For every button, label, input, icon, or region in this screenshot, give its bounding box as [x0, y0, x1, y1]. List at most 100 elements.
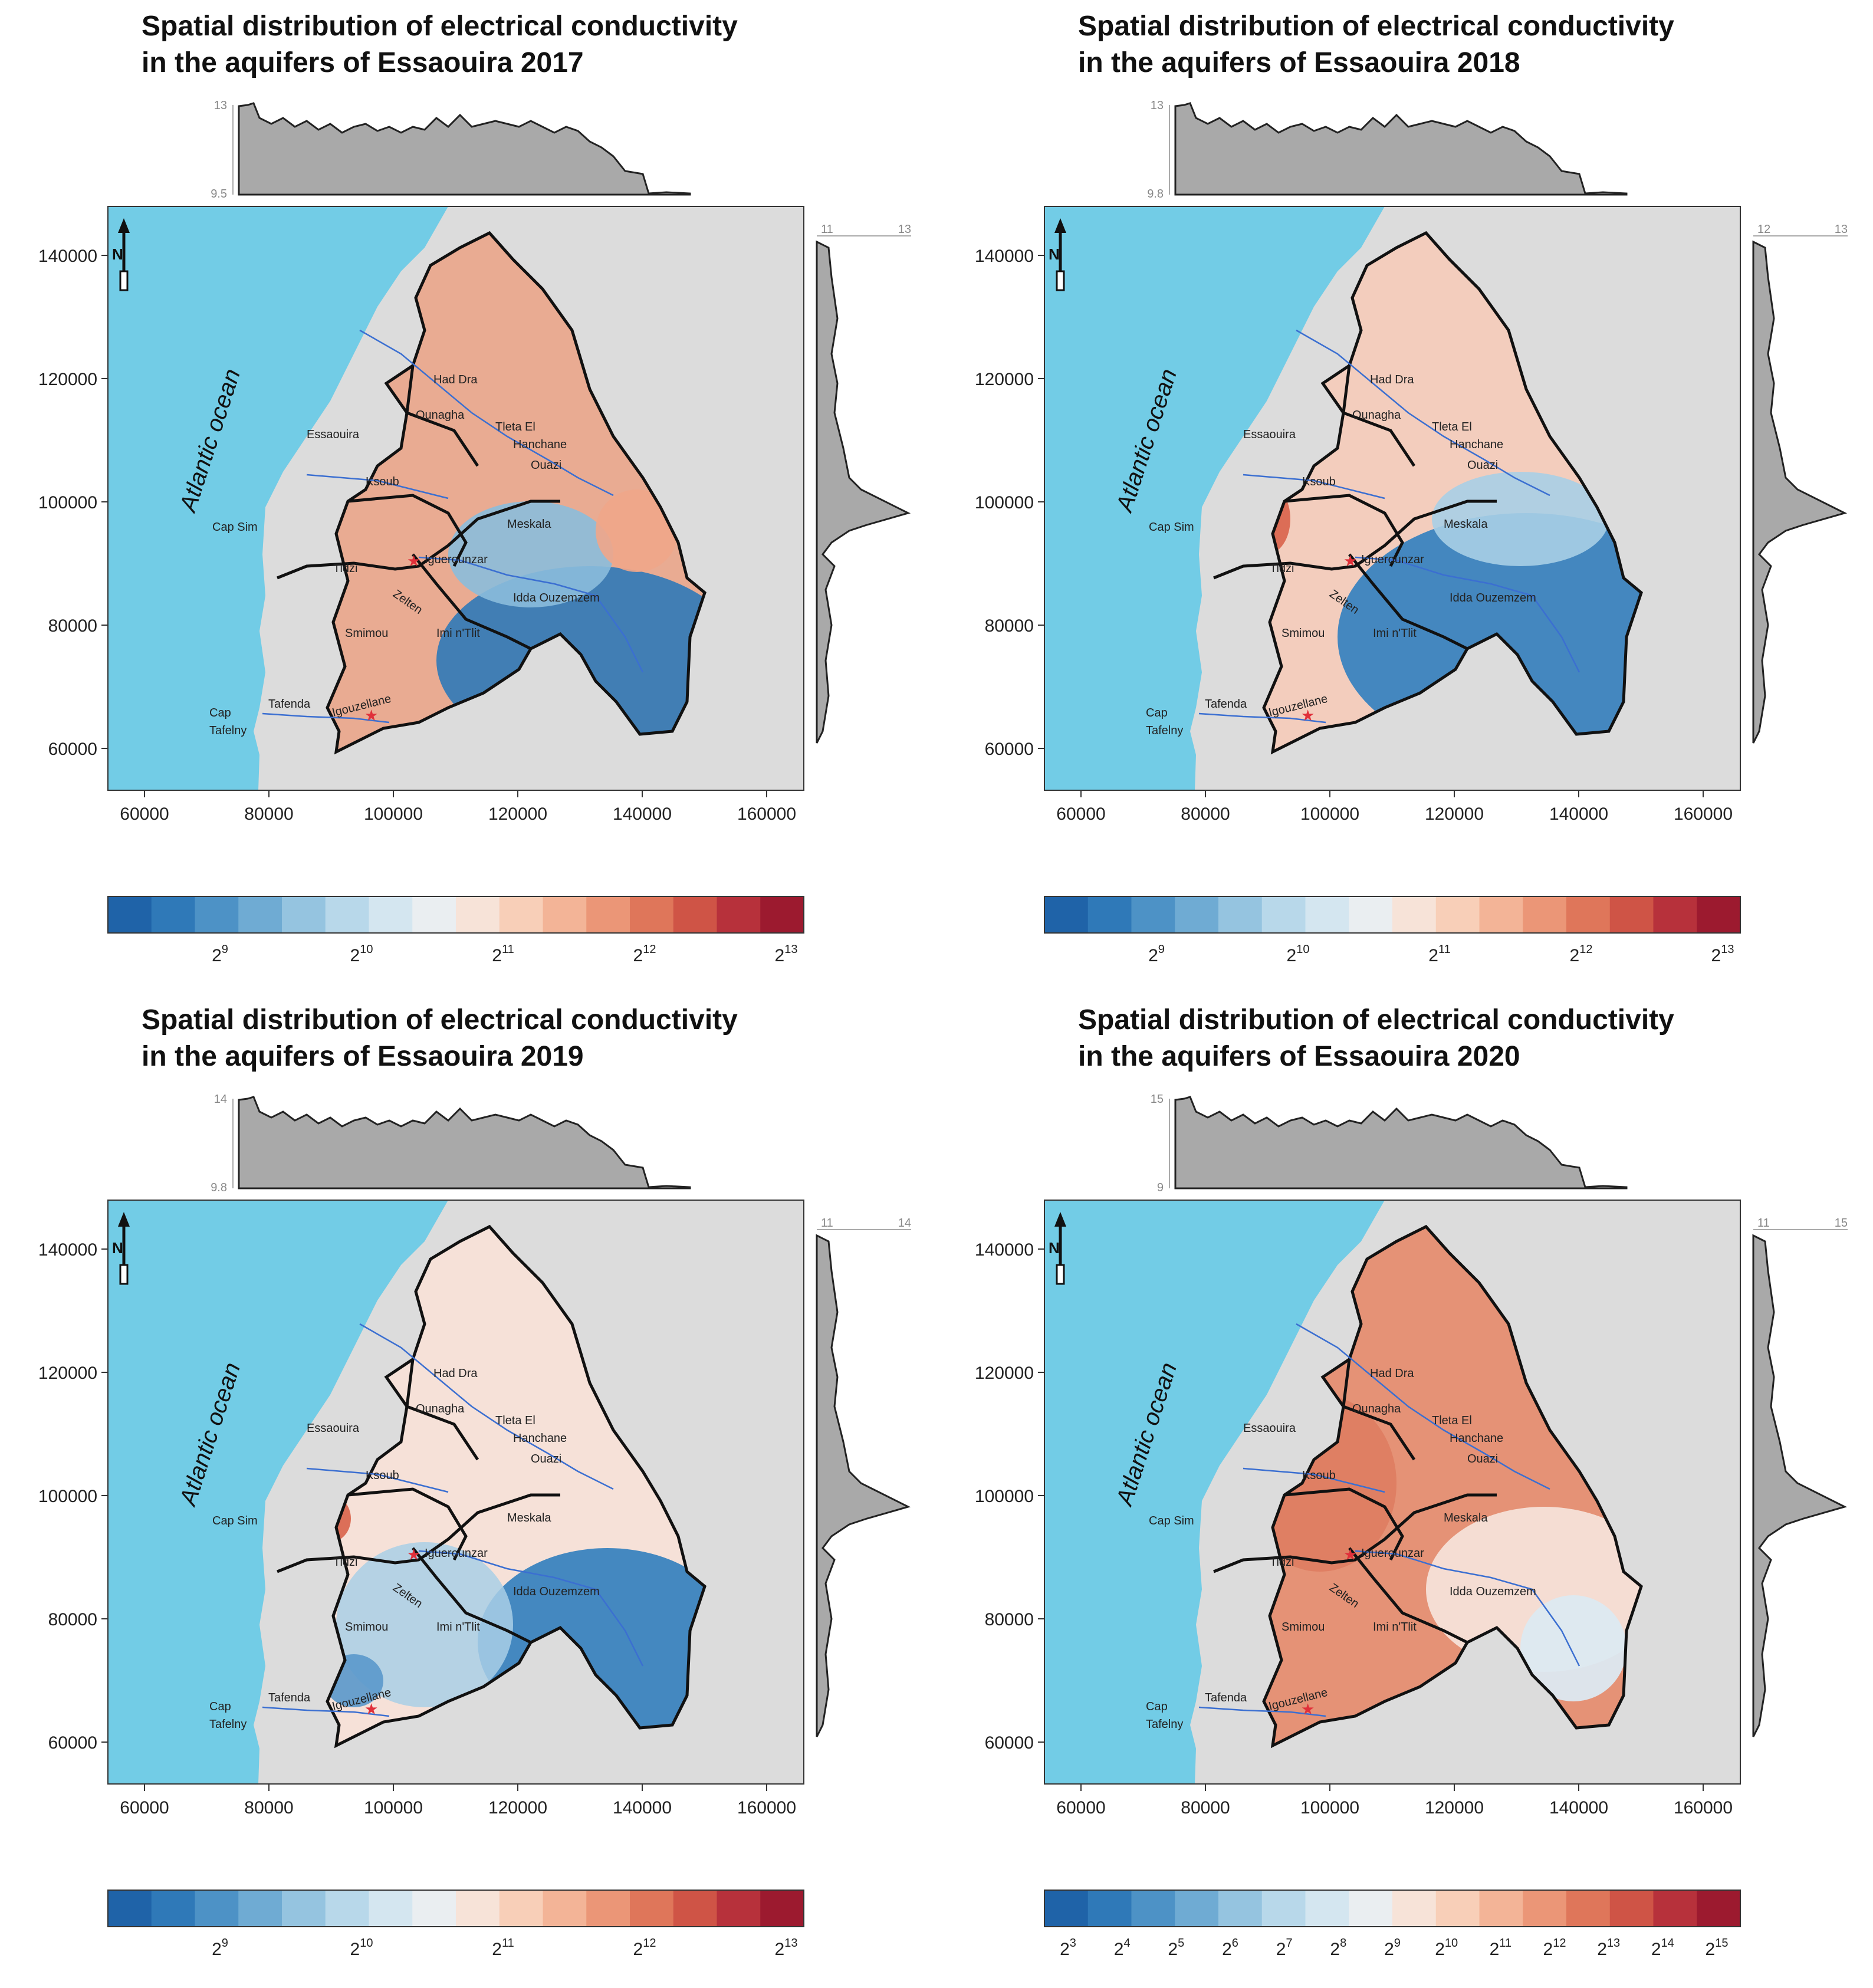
north-arrow-icon: N [1049, 1212, 1066, 1285]
place-label-had-dra: Had Dra [1370, 373, 1414, 386]
place-label-cap-sim: Cap Sim [1149, 521, 1194, 534]
place-label-had-dra: Had Dra [433, 1367, 478, 1380]
colorbar-tick-label: 23 [1060, 1937, 1076, 1959]
subbasin-boundary [1284, 494, 1404, 567]
x-tick-label: 160000 [1674, 804, 1733, 824]
place-label-cap1: Cap [209, 707, 231, 719]
low-ec-zone [1432, 472, 1609, 566]
panel-title: Spatial distribution of electrical condu… [1078, 1002, 1786, 1075]
x-tick-label: 80000 [244, 804, 293, 824]
svg-text:N: N [1049, 1239, 1060, 1257]
place-label-ounagha: Ounagha [1352, 1402, 1401, 1415]
colorbar-swatch [1218, 896, 1263, 933]
x-tick-label: 100000 [1300, 804, 1359, 824]
river [1243, 1467, 1385, 1493]
place-label-had-dra: Had Dra [433, 373, 478, 386]
colorbar-swatch [412, 1890, 456, 1927]
colorbar-swatch [1044, 1890, 1089, 1927]
subbasin-boundary [277, 500, 560, 580]
map-border [1044, 1200, 1741, 1785]
right-histogram: 11 13 [816, 223, 911, 744]
place-label-cap2: Tafelny [209, 724, 247, 737]
place-label-cap1: Cap [1146, 707, 1168, 719]
subbasin-boundary [277, 1493, 560, 1573]
svg-text:N: N [112, 1239, 123, 1257]
colorbar-tick-label: 28 [1330, 1937, 1346, 1959]
colorbar-swatch [1305, 896, 1350, 933]
colorbar-tick-label: 29 [212, 1937, 228, 1959]
title-line-2: in the aquifers of Essaouira 2020 [1078, 1041, 1520, 1072]
place-label-imi: Imi n'Tlit [1373, 1621, 1417, 1634]
map-panel-2018: Spatial distribution of electrical condu… [936, 0, 1873, 994]
colorbar-swatch [1218, 1890, 1263, 1927]
place-label-tleta2: Hanchane [513, 438, 567, 451]
colorbar-swatch [456, 896, 500, 933]
colorbar-tick-label: 213 [775, 1937, 798, 1959]
colorbar-swatch [108, 896, 152, 933]
colorbar-swatch [543, 896, 587, 933]
x-axis: 60000 80000 100000 120000 140000 160000 [120, 790, 796, 824]
colorbar-swatch [325, 896, 370, 933]
place-label-ounagha: Ounagha [416, 409, 465, 422]
region-outline [1262, 1224, 1643, 1749]
colorbar-tick-label: 210 [350, 1937, 373, 1959]
title-line-1: Spatial distribution of electrical condu… [142, 11, 738, 42]
place-label-had-dra: Had Dra [1370, 1367, 1414, 1380]
right-hist-max-label: 13 [898, 223, 911, 236]
colorbar-border [107, 896, 804, 934]
place-label-idda: Idda Ouzemzem [1450, 592, 1536, 604]
colorbar-swatch [1175, 896, 1219, 933]
colorbar-tick-label: 29 [1148, 943, 1165, 965]
colorbar-swatch [1131, 1890, 1176, 1927]
top-histogram: 139.8 [1147, 99, 1628, 201]
star-marker: ★ [407, 1546, 420, 1563]
x-tick-label: 120000 [1425, 804, 1484, 824]
place-label-ksoub: Ksoub [366, 475, 399, 488]
map-panel-2019: Spatial distribution of electrical condu… [0, 994, 936, 1987]
x-axis: 60000 80000 100000 120000 140000 160000 [1056, 790, 1733, 824]
colorbar: 29 210 211 212 213 [107, 896, 804, 965]
x-tick-label: 140000 [1549, 1798, 1608, 1818]
place-label-ounagha: Ounagha [416, 1402, 465, 1415]
river [359, 1323, 614, 1490]
x-tick-label: 140000 [613, 1798, 672, 1818]
colorbar-swatch [1479, 896, 1524, 933]
top-hist-max-label: 13 [1151, 99, 1164, 112]
colorbar-swatch [195, 1890, 239, 1927]
colorbar-swatch [1349, 1890, 1393, 1927]
place-label-tleta1: Tleta El [1432, 420, 1472, 433]
colorbar-swatch [1305, 1890, 1350, 1927]
colorbar-tick-label: 212 [633, 943, 656, 965]
x-tick-label: 60000 [120, 1798, 169, 1818]
subbasin-boundary [412, 553, 532, 650]
colorbar-swatch [195, 896, 239, 933]
y-tick-label: 60000 [48, 740, 97, 759]
x-tick-label: 120000 [488, 804, 547, 824]
region-outline [1262, 231, 1643, 755]
place-label-ouazi: Ouazi [1467, 1453, 1498, 1465]
map-border [107, 206, 804, 791]
colorbar-tick-label: 210 [350, 943, 373, 965]
ocean-area [108, 206, 448, 790]
x-tick-label: 100000 [1300, 1798, 1359, 1818]
river [1355, 556, 1580, 673]
colorbar-tick-label: 211 [492, 943, 514, 965]
top-hist-max-label: 13 [214, 99, 227, 112]
colorbar-tick-label: 24 [1114, 1937, 1131, 1959]
colorbar-tick-label: 215 [1706, 1937, 1729, 1959]
place-label-iguerounzar: Iguerounzar [1361, 1547, 1424, 1560]
colorbar-swatch [1435, 1890, 1480, 1927]
svg-text:N: N [112, 245, 123, 263]
ocean-area [1044, 206, 1385, 790]
x-tick-label: 80000 [1181, 1798, 1230, 1818]
place-label-imi: Imi n'Tlit [436, 1621, 480, 1634]
colorbar-swatch [717, 896, 761, 933]
colorbar-swatch [1479, 1890, 1524, 1927]
star-marker: ★ [407, 552, 420, 570]
colorbar-swatch [369, 896, 413, 933]
river [1355, 1550, 1580, 1667]
colorbar-swatch [412, 896, 456, 933]
y-tick-label: 140000 [38, 247, 97, 266]
north-arrow-icon: N [112, 1212, 130, 1285]
